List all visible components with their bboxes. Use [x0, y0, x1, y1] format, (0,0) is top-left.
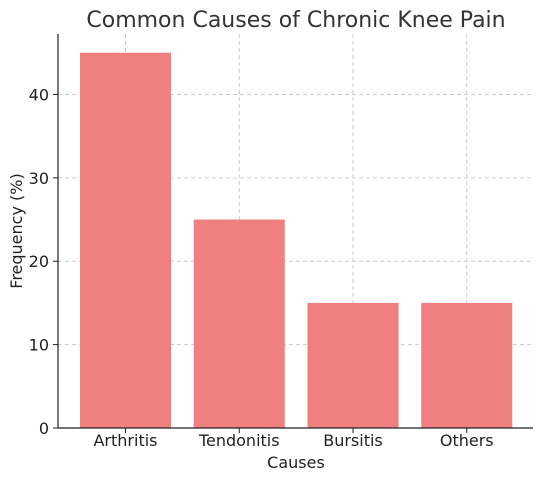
x-tick-label: Others	[440, 431, 494, 450]
y-tick-label: 0	[39, 419, 49, 438]
bar-others	[421, 302, 513, 428]
bar-bursitis	[307, 302, 399, 428]
y-tick-label: 20	[29, 252, 49, 271]
x-tick-label: Arthritis	[93, 431, 157, 450]
y-tick-label: 10	[29, 336, 49, 355]
x-axis-label: Causes	[267, 453, 325, 472]
y-tick-label: 30	[29, 169, 49, 188]
y-axis-label: Frequency (%)	[7, 173, 26, 288]
x-tick-label: Tendonitis	[198, 431, 280, 450]
x-tick-label: Bursitis	[323, 431, 383, 450]
chart-title: Common Causes of Chronic Knee Pain	[86, 8, 505, 33]
bar-tendonitis	[193, 219, 285, 428]
y-tick-label: 40	[29, 85, 49, 104]
ticks-layer: 0 10 20 30 40 Arthritis Tendonitis Bursitis Othe…	[29, 85, 494, 450]
axes-layer	[57, 34, 533, 429]
bar-arthritis	[80, 52, 171, 429]
bars-layer	[80, 52, 513, 429]
